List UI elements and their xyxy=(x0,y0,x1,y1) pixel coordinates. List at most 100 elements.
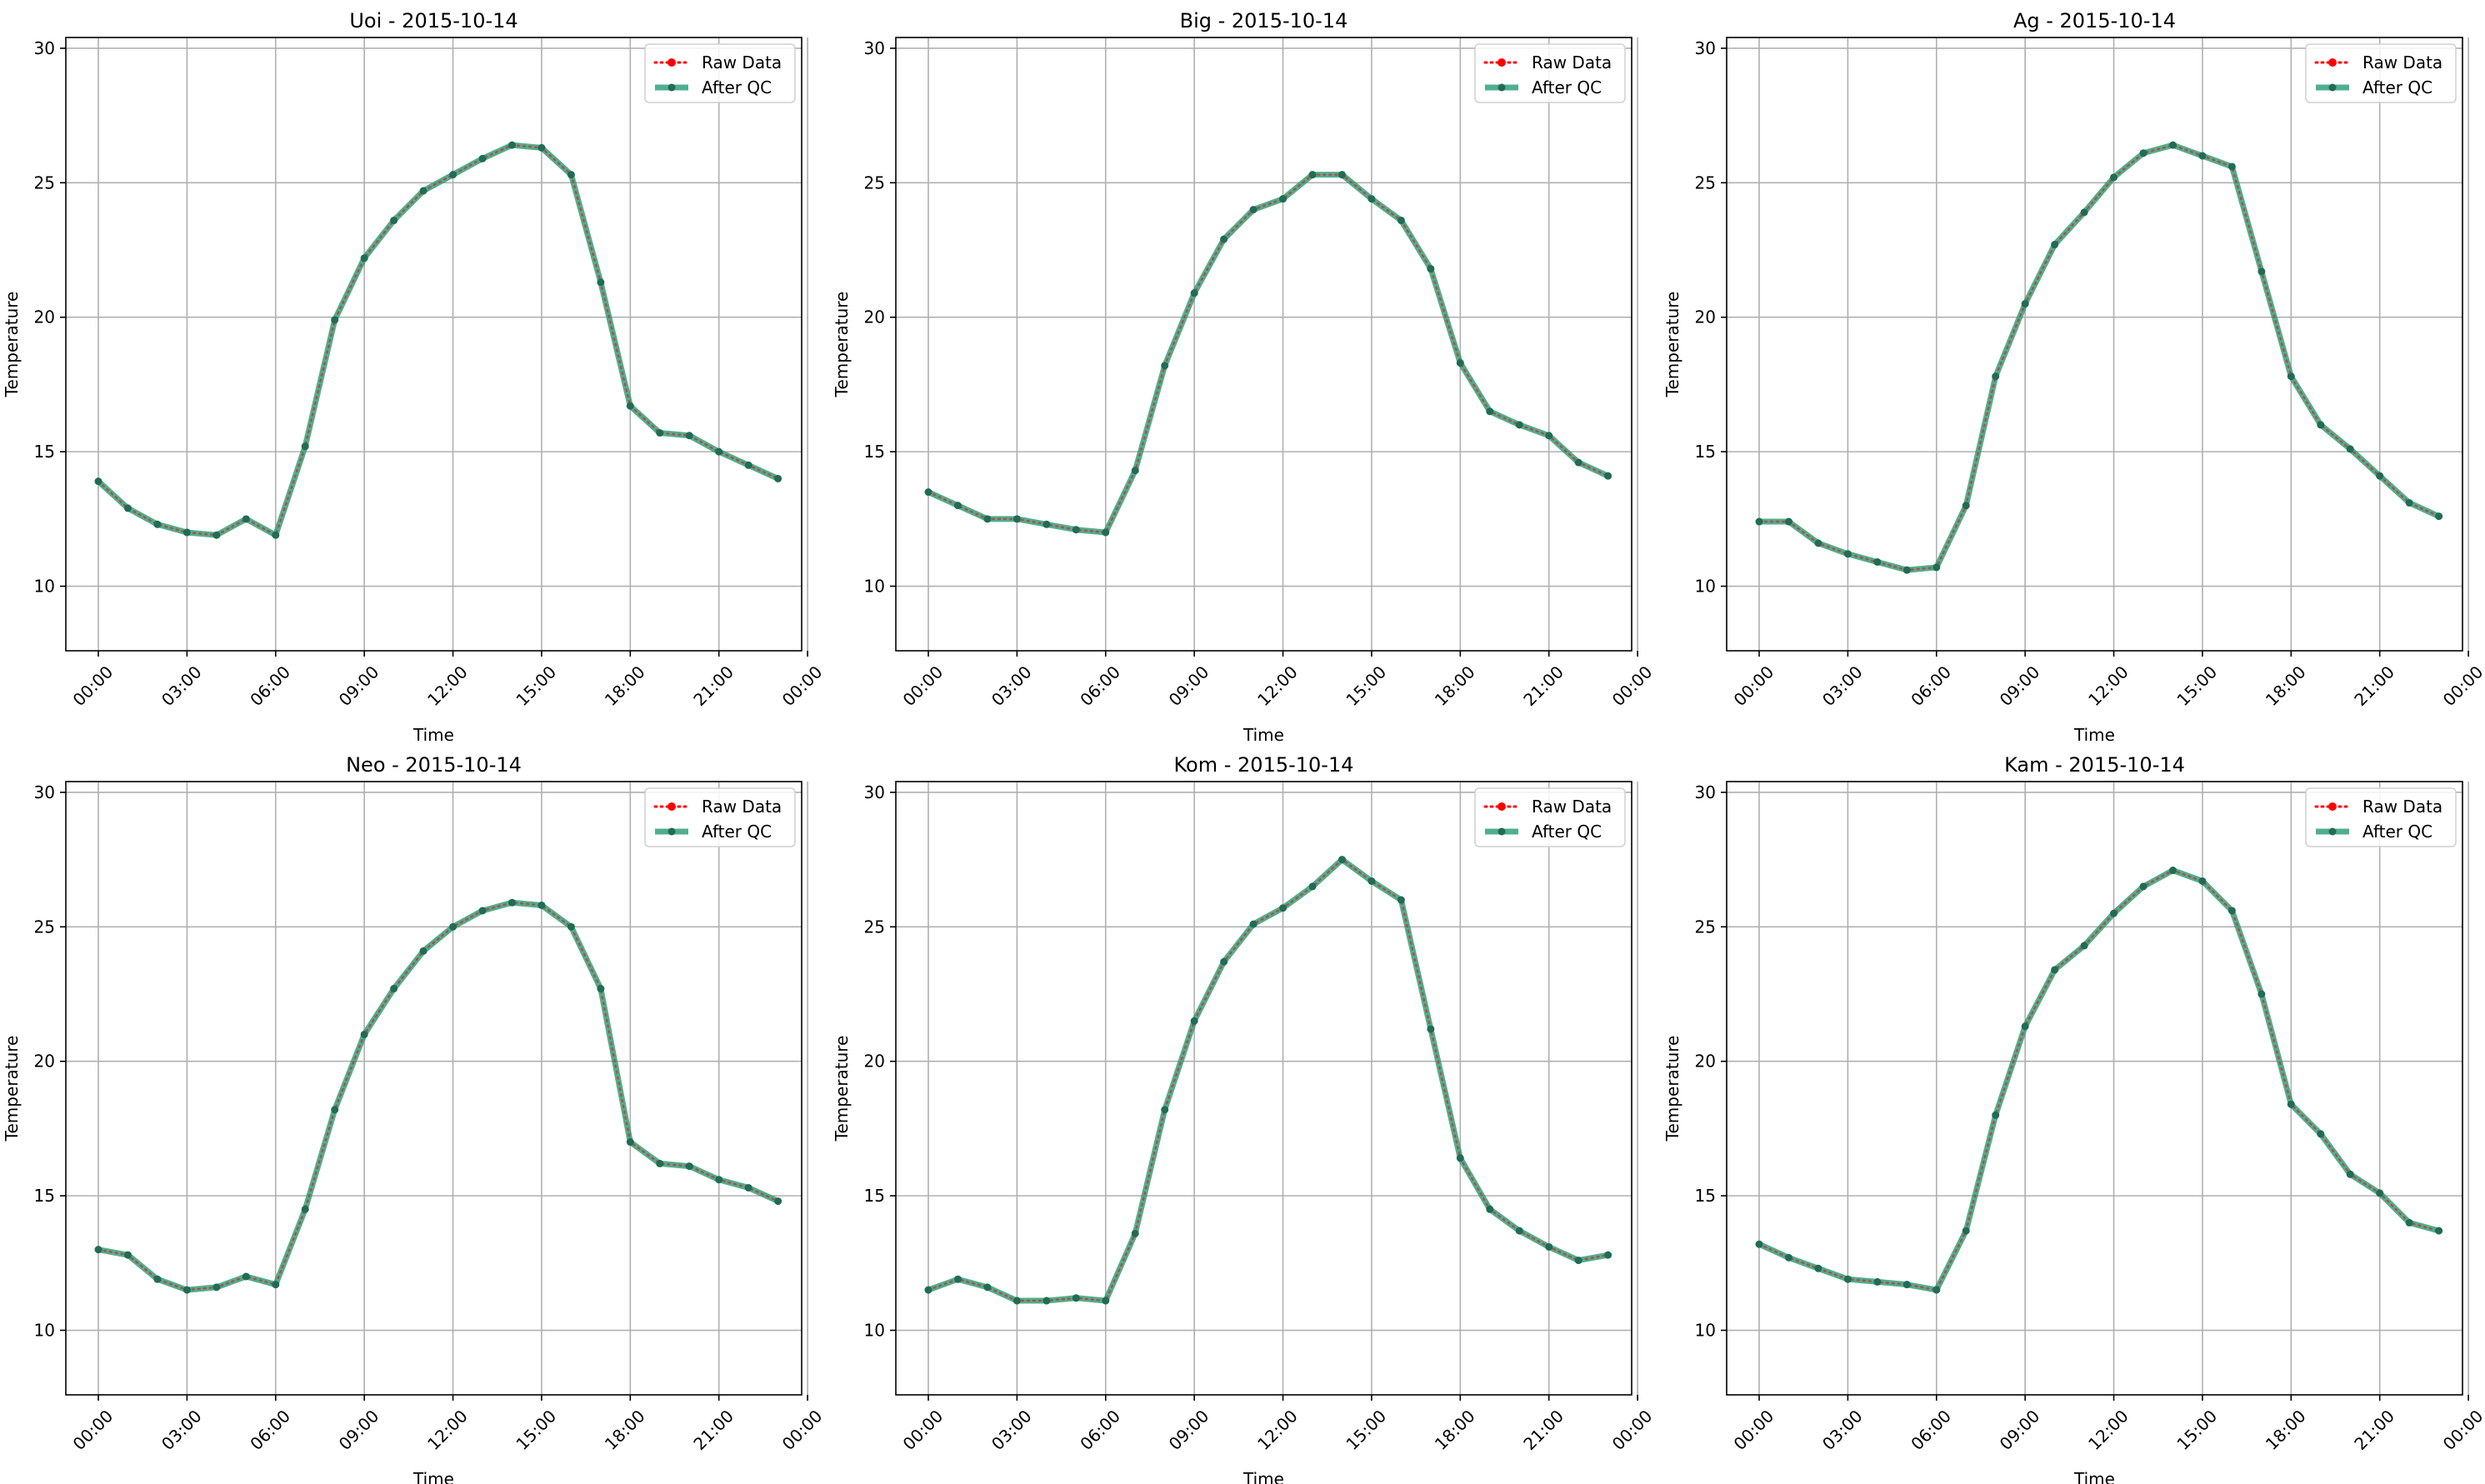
data-point xyxy=(272,1281,280,1289)
x-tick-label: 09:00 xyxy=(1996,1406,2044,1454)
data-point xyxy=(1873,557,1882,566)
data-point xyxy=(1131,1229,1139,1237)
y-axis-label: Temperature xyxy=(1662,292,1682,398)
grid xyxy=(1727,37,2469,651)
data-point xyxy=(774,474,782,482)
series-raw-data-line xyxy=(927,858,1609,1302)
plot-area xyxy=(1727,782,2462,1395)
data-point xyxy=(983,515,992,523)
x-axis-label: Time xyxy=(1242,1469,1284,1484)
data-point xyxy=(2258,990,2266,998)
y-axis-label: Temperature xyxy=(2,292,22,398)
legend: Raw Data After QC xyxy=(2305,787,2457,847)
x-tick-label: 15:00 xyxy=(1342,662,1390,710)
data-point xyxy=(1397,896,1405,904)
data-point xyxy=(123,1251,132,1259)
data-point xyxy=(1042,520,1051,528)
x-axis-label: Time xyxy=(412,725,454,745)
x-tick-label: 18:00 xyxy=(2262,1406,2310,1454)
y-tick-label: 15 xyxy=(864,442,885,462)
data-point xyxy=(1308,171,1317,179)
data-point xyxy=(419,187,428,195)
data-point xyxy=(924,488,932,497)
x-tick-label: 18:00 xyxy=(1431,1406,1479,1454)
data-point xyxy=(153,520,162,528)
data-point xyxy=(331,1106,339,1114)
data-point xyxy=(1161,362,1169,370)
chart-panel-3: 10 15 20 25 30 00:00 03:00 06:00 09:00 12:00 15:00… xyxy=(2,753,826,1484)
x-tick-label: 03:00 xyxy=(158,1406,206,1454)
chart-title: Neo - 2015-10-14 xyxy=(346,753,522,777)
data-point xyxy=(597,278,605,287)
y-tick-label: 30 xyxy=(864,38,885,58)
chart-panel-0: 10 15 20 25 30 00:00 03:00 06:00 09:00 12:00 15:00… xyxy=(2,9,826,745)
data-point xyxy=(983,1283,992,1292)
x-tick-label: 18:00 xyxy=(2262,662,2310,710)
data-point xyxy=(1279,195,1288,203)
data-point xyxy=(953,502,962,510)
x-tick-label: 12:00 xyxy=(423,662,472,710)
data-point xyxy=(715,1176,723,1184)
series-group xyxy=(924,856,1612,1305)
y-tick-label: 30 xyxy=(864,782,885,802)
data-point xyxy=(449,922,458,931)
x-tick-label: 00:00 xyxy=(2439,662,2485,710)
data-point xyxy=(2198,152,2207,160)
data-point xyxy=(1279,904,1288,912)
x-tick-label: 15:00 xyxy=(2172,662,2221,710)
data-point xyxy=(1072,1294,1080,1302)
y-tick-label: 25 xyxy=(34,172,55,192)
x-tick-label: 03:00 xyxy=(988,1406,1036,1454)
plot-area xyxy=(896,37,1632,651)
plot-area xyxy=(1727,37,2462,651)
data-point xyxy=(419,947,428,955)
y-tick-label: 30 xyxy=(34,782,55,802)
x-tick-label: 09:00 xyxy=(1165,1406,1213,1454)
data-point xyxy=(2228,162,2236,171)
legend-raw-data-marker xyxy=(2328,802,2337,811)
data-point xyxy=(2376,472,2384,480)
x-tick-label: 00:00 xyxy=(2439,1406,2485,1454)
chart-panel-5: 10 15 20 25 30 00:00 03:00 06:00 09:00 12:00 15:00… xyxy=(1662,753,2485,1484)
data-point xyxy=(1604,472,1612,480)
y-tick-label: 15 xyxy=(34,442,55,462)
data-point xyxy=(774,1197,782,1206)
axes-frame xyxy=(1726,781,2463,1396)
data-point xyxy=(301,442,309,451)
data-point xyxy=(508,141,516,149)
chart-title: Big - 2015-10-14 xyxy=(1180,9,1348,32)
data-point xyxy=(1220,235,1228,243)
axes-frame xyxy=(65,781,802,1396)
series-group xyxy=(1755,141,2443,574)
legend-raw-data-label: Raw Data xyxy=(702,797,782,817)
x-axis-label: Time xyxy=(412,1469,454,1484)
chart-title: Ag - 2015-10-14 xyxy=(2013,9,2176,32)
axes-frame xyxy=(895,781,1632,1396)
legend-raw-data-label: Raw Data xyxy=(1532,52,1612,72)
data-point xyxy=(390,217,398,225)
x-tick-label: 18:00 xyxy=(601,662,649,710)
x-tick-label: 00:00 xyxy=(899,662,948,710)
data-point xyxy=(1338,171,1346,179)
data-point xyxy=(656,429,664,437)
series-raw-data-line xyxy=(927,173,1609,534)
data-point xyxy=(331,316,339,324)
y-tick-label: 15 xyxy=(1695,442,1716,462)
data-point xyxy=(1545,1242,1553,1251)
data-point xyxy=(1456,359,1464,367)
y-tick-label: 20 xyxy=(1695,307,1716,327)
data-point xyxy=(2110,909,2118,917)
data-point xyxy=(360,1030,368,1038)
x-tick-label: 03:00 xyxy=(1818,662,1867,710)
legend: Raw Data After QC xyxy=(1474,43,1626,103)
data-point xyxy=(744,461,752,469)
x-tick-label: 00:00 xyxy=(1730,1406,1778,1454)
y-tick-label: 10 xyxy=(34,577,55,597)
data-point xyxy=(1308,882,1317,891)
data-point xyxy=(1190,1017,1198,1025)
data-point xyxy=(567,171,575,179)
y-tick-label: 20 xyxy=(1695,1052,1716,1072)
x-tick-label: 00:00 xyxy=(69,1406,118,1454)
x-tick-label: 03:00 xyxy=(1818,1406,1867,1454)
